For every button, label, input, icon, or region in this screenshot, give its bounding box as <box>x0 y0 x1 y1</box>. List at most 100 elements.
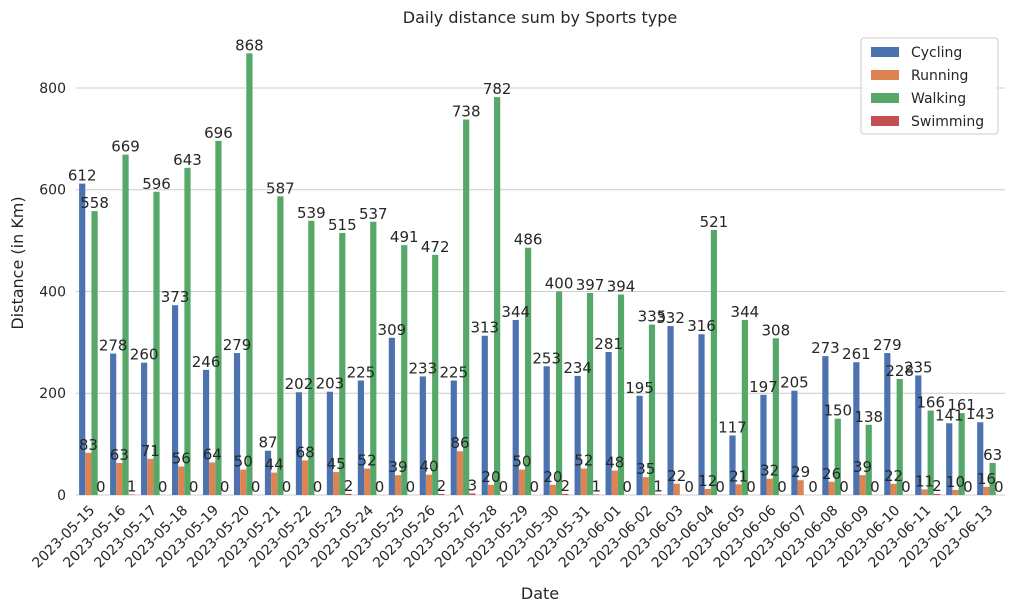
bar-walking-2023-05-15 <box>91 211 98 495</box>
y-tick-label: 800 <box>39 81 66 97</box>
data-label-swimming: 1 <box>591 477 601 495</box>
bar-running-2023-05-28 <box>487 484 495 495</box>
bar-running-2023-05-20 <box>240 469 247 495</box>
data-label-walking: 397 <box>576 276 605 294</box>
data-label-cycling: 225 <box>347 364 376 382</box>
bar-cycling-2023-05-30 <box>543 366 550 495</box>
data-label-cycling: 195 <box>625 379 654 397</box>
bar-cycling-2023-06-11 <box>915 375 922 495</box>
data-label-running: 50 <box>512 453 531 471</box>
y-tick-label: 600 <box>39 183 66 199</box>
data-label-cycling: 260 <box>130 346 159 364</box>
legend-frame <box>860 37 999 135</box>
data-label-walking: 394 <box>607 278 636 296</box>
data-label-cycling: 316 <box>687 317 716 335</box>
data-label-cycling: 344 <box>501 303 530 321</box>
data-label-running: 86 <box>450 434 469 452</box>
bar-cycling-2023-05-24 <box>357 380 364 495</box>
data-label-swimming: 2 <box>932 477 942 495</box>
data-label-cycling: 261 <box>842 345 871 363</box>
data-label-walking: 150 <box>823 402 852 420</box>
data-label-cycling: 373 <box>161 288 190 306</box>
bar-running-2023-05-22 <box>302 460 309 495</box>
bar-cycling-2023-06-05 <box>729 435 736 495</box>
data-label-swimming: 0 <box>963 478 973 496</box>
legend-label-walking: Walking <box>911 91 966 107</box>
data-label-walking: 166 <box>916 394 945 412</box>
bar-cycling-2023-06-12 <box>946 423 953 495</box>
data-label-walking: 491 <box>390 228 419 246</box>
bar-running-2023-06-09 <box>859 475 866 495</box>
bar-walking-2023-05-20 <box>246 53 253 495</box>
bar-running-2023-06-04 <box>704 488 711 495</box>
data-label-cycling: 205 <box>780 374 809 392</box>
legend: Cycling Running Walking Swimming <box>860 37 999 135</box>
bar-cycling-2023-05-28 <box>481 335 488 495</box>
bar-running-2023-05-30 <box>549 484 556 495</box>
bar-cycling-2023-05-27 <box>450 380 457 495</box>
bar-cycling-2023-05-26 <box>419 376 426 495</box>
bar-running-2023-05-15 <box>85 452 92 495</box>
data-label-swimming: 0 <box>189 478 199 496</box>
data-label-walking: 558 <box>80 194 109 212</box>
data-label-swimming: 2 <box>437 477 447 495</box>
bar-walking-2023-05-21 <box>277 196 284 496</box>
bar-running-2023-05-19 <box>209 462 216 495</box>
data-label-running: 56 <box>172 450 191 468</box>
legend-label-swimming: Swimming <box>911 114 984 130</box>
data-label-swimming: 0 <box>96 478 106 496</box>
data-label-running: 63 <box>110 446 129 464</box>
data-label-cycling: 279 <box>223 336 252 354</box>
bar-walking-2023-05-27 <box>463 119 470 495</box>
legend-swatch-running <box>871 70 899 80</box>
data-label-cycling: 197 <box>749 378 778 396</box>
data-label-swimming: 1 <box>653 477 663 495</box>
bar-running-2023-05-23 <box>333 472 340 495</box>
data-label-running: 64 <box>203 445 222 463</box>
data-label-swimming: 0 <box>499 478 509 496</box>
data-labels-layer: 6128355802786366912607159603735664302466… <box>68 36 1004 496</box>
y-tick-label: 400 <box>39 284 66 300</box>
bar-cycling-2023-05-19 <box>202 369 210 495</box>
bar-walking-2023-06-04 <box>710 229 718 495</box>
y-tick-label: 0 <box>57 488 66 504</box>
bar-cycling-2023-05-31 <box>574 375 581 495</box>
data-label-cycling: 234 <box>563 359 592 377</box>
data-label-walking: 472 <box>421 238 450 256</box>
data-label-walking: 400 <box>545 274 574 292</box>
bar-walking-2023-06-05 <box>741 319 748 495</box>
data-label-cycling: 281 <box>594 335 623 353</box>
data-label-running: 22 <box>667 467 686 485</box>
data-label-walking: 521 <box>700 213 729 231</box>
bar-walking-2023-06-12 <box>958 413 965 495</box>
data-label-walking: 537 <box>359 205 388 223</box>
x-axis-label: Date <box>521 584 559 603</box>
data-label-cycling: 246 <box>192 353 221 371</box>
data-label-running: 10 <box>946 473 965 491</box>
bar-running-2023-05-26 <box>425 474 433 495</box>
data-label-walking: 515 <box>328 216 357 234</box>
bar-running-2023-06-06 <box>766 478 773 495</box>
data-label-walking: 868 <box>235 36 264 54</box>
bar-cycling-2023-06-09 <box>853 362 860 495</box>
bar-walking-2023-05-24 <box>370 221 377 495</box>
bar-running-2023-05-29 <box>518 469 526 495</box>
data-label-walking: 596 <box>142 175 171 193</box>
bar-walking-2023-05-22 <box>308 220 315 495</box>
data-label-walking: 344 <box>731 303 760 321</box>
data-label-running: 20 <box>481 468 500 486</box>
bar-swimming-2023-05-30 <box>562 493 569 495</box>
bar-running-2023-06-03 <box>673 483 680 495</box>
data-label-swimming: 0 <box>777 478 787 496</box>
bar-walking-2023-05-28 <box>494 97 501 495</box>
bar-running-2023-06-05 <box>735 484 742 495</box>
y-tick-label: 200 <box>39 386 66 402</box>
data-label-swimming: 0 <box>375 478 385 496</box>
data-label-walking: 696 <box>204 124 233 142</box>
bar-swimming-2023-05-16 <box>128 494 135 495</box>
data-label-walking: 539 <box>297 204 326 222</box>
data-label-walking: 161 <box>947 396 976 414</box>
data-label-running: 52 <box>358 452 377 470</box>
data-label-swimming: 0 <box>251 478 261 496</box>
data-label-cycling: 313 <box>470 319 499 337</box>
